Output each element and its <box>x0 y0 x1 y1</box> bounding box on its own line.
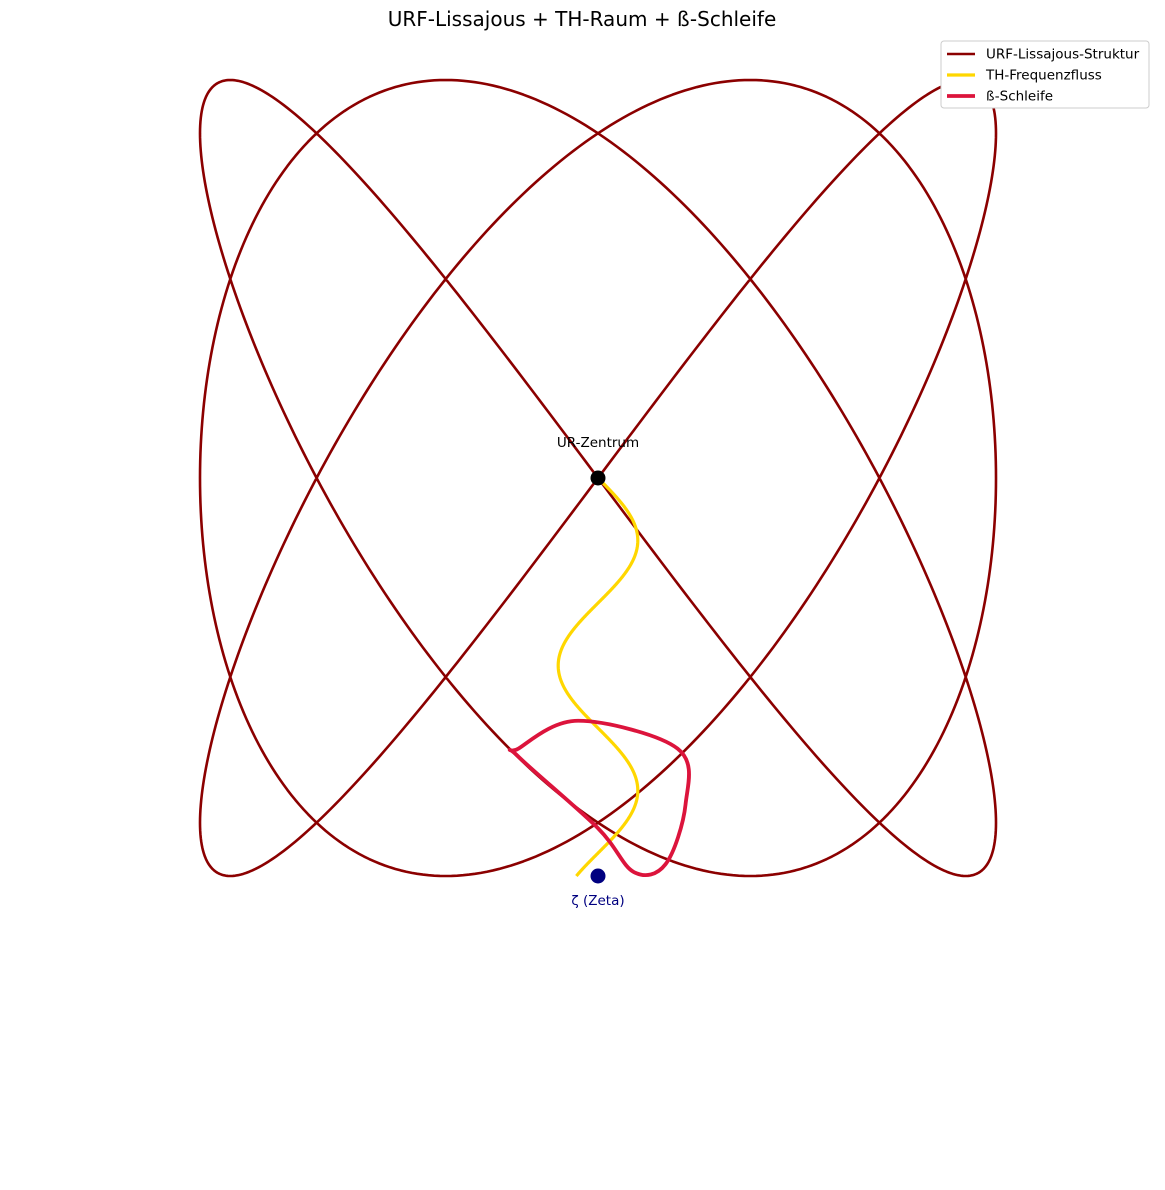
legend: URF-Lissajous-Struktur TH-Frequenzfluss … <box>940 40 1150 109</box>
legend-label-th: TH-Frequenzfluss <box>985 68 1102 84</box>
beta-schleife-line <box>507 718 691 877</box>
legend-label-urf: URF-Lissajous-Struktur <box>986 47 1140 63</box>
legend-label-beta: ß-Schleife <box>986 89 1053 105</box>
legend-frame <box>940 40 1150 109</box>
ur-zentrum-label: UR-Zentrum <box>557 435 639 451</box>
th-frequenzfluss-line <box>556 476 640 878</box>
urf-lissajous-line <box>198 78 998 878</box>
ur-zentrum-point <box>590 470 606 486</box>
plot-area: UR-Zentrum ζ (Zeta) <box>198 78 998 909</box>
zeta-point <box>590 868 606 884</box>
zeta-label: ζ (Zeta) <box>571 893 624 909</box>
chart-title: URF-Lissajous + TH-Raum + ß-Schleife <box>388 7 777 31</box>
